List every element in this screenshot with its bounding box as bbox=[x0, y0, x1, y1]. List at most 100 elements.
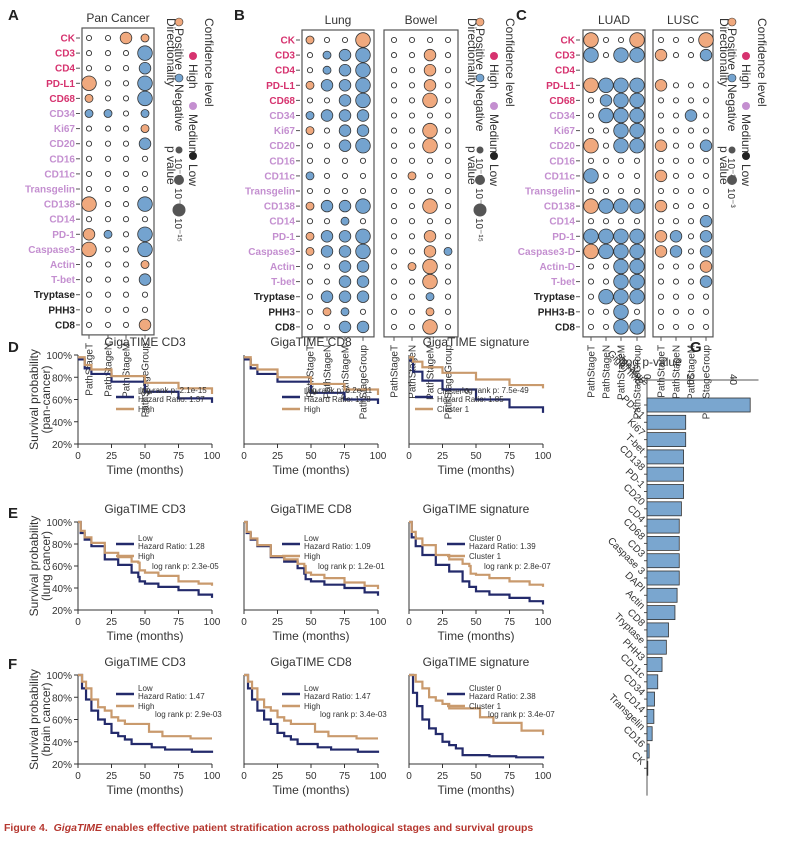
dot bbox=[338, 275, 352, 288]
dot bbox=[602, 278, 610, 285]
dot bbox=[84, 109, 94, 118]
km-hazard-ratio: Hazard Ratio: 2.38 bbox=[469, 692, 536, 701]
dot bbox=[323, 218, 331, 225]
dot bbox=[629, 137, 645, 154]
dot bbox=[687, 172, 695, 179]
bar bbox=[646, 397, 751, 413]
legend-negative-dot bbox=[475, 73, 485, 83]
dot bbox=[702, 157, 710, 164]
dot bbox=[613, 319, 629, 335]
dot bbox=[320, 199, 334, 213]
dot bbox=[104, 95, 112, 102]
row-label: Tryptase bbox=[534, 292, 576, 303]
dot bbox=[338, 63, 352, 77]
km-x-tick-label: 0 bbox=[75, 617, 81, 628]
dot bbox=[687, 323, 695, 330]
dot bbox=[85, 185, 93, 193]
dot bbox=[338, 79, 352, 92]
dot bbox=[672, 263, 680, 270]
dot bbox=[320, 109, 334, 122]
col-label: PathStageT bbox=[306, 345, 317, 398]
dot bbox=[408, 323, 416, 330]
dot bbox=[323, 172, 331, 179]
col-label: PathStageGroup bbox=[444, 344, 455, 419]
row-label: CD11c bbox=[264, 171, 295, 182]
dot bbox=[408, 203, 416, 210]
km-y-tick-label: 100% bbox=[46, 518, 72, 529]
dot bbox=[617, 36, 625, 44]
dot bbox=[444, 157, 452, 164]
legend-confidence-title: Confidence level bbox=[202, 18, 216, 107]
dot bbox=[390, 97, 398, 104]
dot bbox=[587, 127, 595, 134]
panel-label-a: A bbox=[8, 7, 19, 24]
dot bbox=[629, 32, 645, 48]
row-label: CD3 bbox=[55, 49, 75, 60]
dot bbox=[654, 48, 668, 62]
dot bbox=[390, 187, 398, 195]
dot bbox=[613, 258, 629, 275]
legend-confidence-medium-dot bbox=[742, 102, 750, 110]
dot bbox=[583, 243, 599, 260]
dot bbox=[587, 112, 595, 119]
km-curve-high bbox=[78, 356, 214, 394]
legend-pvalue-dot bbox=[475, 175, 485, 185]
legend-confidence-high-label: High bbox=[739, 64, 753, 89]
km-hazard-ratio: Hazard Ratio: 1.47 bbox=[138, 692, 205, 701]
row-label: CK bbox=[561, 36, 576, 47]
bar-x-tick-label: 20 bbox=[684, 374, 695, 386]
bar-x-tick-label: 0 bbox=[641, 374, 652, 380]
dot bbox=[85, 306, 93, 313]
km-logrank: log rank p: 2.1e-15 bbox=[140, 386, 207, 395]
km-y-label: Survival probability bbox=[27, 516, 41, 617]
km-x-tick-label: 50 bbox=[470, 451, 482, 462]
dot bbox=[104, 216, 112, 223]
dot bbox=[602, 127, 610, 134]
dot bbox=[443, 246, 453, 256]
dot bbox=[587, 97, 595, 104]
dot bbox=[408, 233, 416, 240]
dot bbox=[629, 198, 645, 214]
dot bbox=[408, 293, 416, 300]
km-x-label: Time (months) bbox=[438, 463, 515, 477]
dot bbox=[408, 97, 416, 104]
dot bbox=[698, 32, 714, 48]
dot bbox=[672, 127, 680, 134]
dot bbox=[85, 261, 93, 268]
dot bbox=[104, 80, 112, 87]
dot bbox=[444, 203, 452, 210]
dot bbox=[702, 203, 710, 210]
row-label: CD11c bbox=[544, 171, 575, 182]
dot bbox=[104, 125, 112, 132]
dot bbox=[85, 140, 93, 147]
dot bbox=[356, 290, 370, 303]
km-legend-high-label: High bbox=[138, 405, 154, 414]
dot bbox=[672, 308, 680, 315]
col-label: PathStageT bbox=[390, 345, 401, 398]
dot bbox=[81, 241, 97, 258]
panel-label-b: B bbox=[234, 7, 245, 24]
dot bbox=[699, 245, 713, 258]
legend-pvalue-dot bbox=[174, 175, 184, 185]
legend-pvalue-dot bbox=[172, 203, 186, 217]
km-hazard-ratio: Hazard Ratio: 1.37 bbox=[138, 395, 205, 404]
legend-negative-label: Negative bbox=[473, 84, 487, 132]
dot bbox=[629, 243, 645, 260]
dot bbox=[104, 65, 112, 72]
bar bbox=[646, 691, 655, 707]
dot bbox=[320, 290, 334, 303]
dot bbox=[137, 90, 153, 107]
dot bbox=[602, 308, 610, 315]
row-label: CD138 bbox=[44, 200, 76, 211]
dot bbox=[602, 157, 610, 164]
row-label: PD-L1 bbox=[46, 79, 75, 90]
dot bbox=[583, 168, 599, 184]
dot bbox=[699, 139, 713, 152]
legend-positive-dot bbox=[727, 17, 737, 27]
dot bbox=[138, 318, 152, 332]
dot bbox=[104, 50, 112, 57]
legend-confidence-title: Confidence level bbox=[755, 18, 769, 107]
km-legend-high-label: High bbox=[304, 552, 320, 561]
km-legend-high-label: Cluster 1 bbox=[437, 405, 470, 414]
